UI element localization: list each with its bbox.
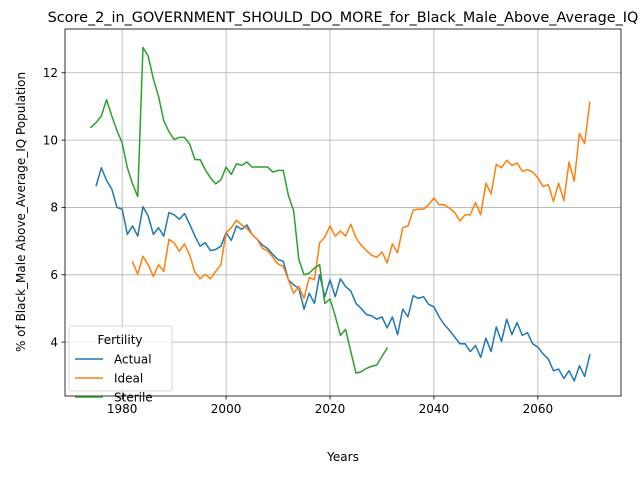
y-tick-label: 12 (43, 66, 58, 80)
legend-label-sterile: Sterile (114, 390, 153, 404)
y-tick-label: 10 (43, 133, 58, 147)
y-tick-label: 8 (50, 201, 58, 215)
x-axis-label: Years (326, 450, 359, 464)
x-tick-label: 2020 (315, 402, 346, 416)
legend: Fertility Actual Ideal Sterile (68, 325, 173, 404)
x-tick-label: 2060 (523, 402, 554, 416)
plot-frame (64, 28, 622, 397)
legend-box (68, 325, 173, 392)
x-tick-label: 2040 (419, 402, 450, 416)
y-tick-label: 4 (50, 335, 58, 349)
series-line-sterile (89, 46, 389, 374)
series-line-actual (95, 166, 591, 382)
y-tick-label: 6 (50, 268, 58, 282)
x-tick-label: 2000 (211, 402, 242, 416)
chart-title: Score_2_in_GOVERNMENT_SHOULD_DO_MORE_for… (48, 10, 639, 26)
legend-title: Fertility (97, 333, 142, 347)
y-axis-label: % of Black_Male Above_Average_IQ Populat… (14, 72, 28, 352)
axis-ticks: 1980 2000 2020 2040 2060 4 6 8 10 12 (43, 66, 553, 416)
legend-label-ideal: Ideal (114, 371, 143, 385)
series-lines (89, 46, 591, 382)
x-tick-label: 1980 (107, 402, 138, 416)
series-line-ideal (131, 101, 591, 300)
grid-lines (65, 29, 621, 396)
legend-label-actual: Actual (114, 352, 152, 366)
